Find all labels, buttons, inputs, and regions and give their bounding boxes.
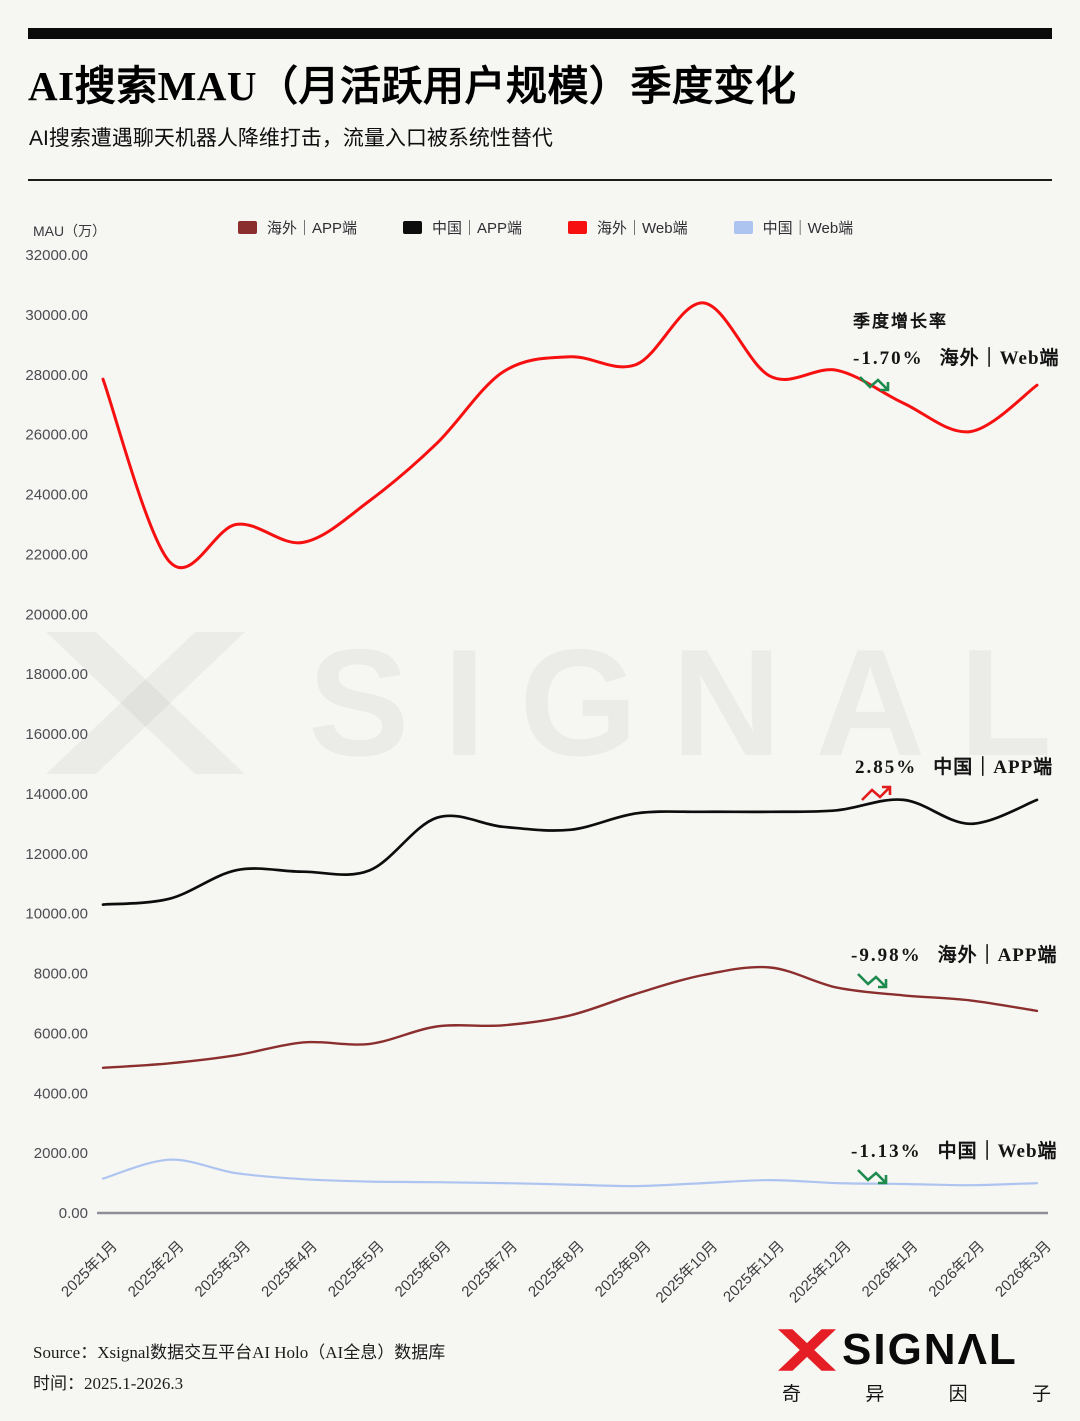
watermark-letter: N xyxy=(671,618,782,788)
logo-brand-text: SIGNΛL xyxy=(842,1325,1018,1374)
logo-sub-char: 异 xyxy=(865,1384,885,1405)
watermark-letter: I xyxy=(443,618,486,788)
x-tick-label: 2025年5月 xyxy=(325,1238,388,1301)
annotation-overseas-web: 季度增长率 -1.70% 海外｜Web端 xyxy=(853,307,1060,395)
x-tick-label: 2026年1月 xyxy=(859,1238,922,1301)
y-tick-label: 22000.00 xyxy=(25,546,88,563)
x-tick-label: 2026年2月 xyxy=(925,1238,988,1301)
series-line-2 xyxy=(101,798,1039,906)
x-tick-label: 2025年3月 xyxy=(192,1238,255,1301)
y-tick-label: 26000.00 xyxy=(25,427,88,444)
logo-row: SIGNΛL xyxy=(778,1328,1055,1372)
annotation-text: -1.13% 中国｜Web端 xyxy=(851,1136,1058,1163)
series-line-1 xyxy=(101,965,1039,1069)
x-tick-label: 2025年6月 xyxy=(392,1238,455,1301)
legend-swatch-icon xyxy=(238,221,257,234)
legend-item-overseas-app: 海外｜APP端 xyxy=(238,217,357,238)
y-tick-label: 16000.00 xyxy=(25,726,88,743)
annotation-text: -9.98% 海外｜APP端 xyxy=(851,940,1058,967)
y-tick-label: 8000.00 xyxy=(34,966,88,983)
y-tick-label: 2000.00 xyxy=(34,1145,88,1162)
series-name: 中国｜APP端 xyxy=(933,757,1054,778)
annotation-heading: 季度增长率 xyxy=(853,312,948,331)
x-logo-icon xyxy=(778,1329,836,1371)
annotation-text: -1.70% 海外｜Web端 xyxy=(853,343,1060,370)
page-subtitle: AI搜索遭遇聊天机器人降维打击，流量入口被系统性替代 xyxy=(29,127,553,150)
y-tick-label: 30000.00 xyxy=(25,307,88,324)
header-divider xyxy=(28,179,1052,181)
legend-item-china-app: 中国｜APP端 xyxy=(403,217,522,238)
x-tick-label: 2025年1月 xyxy=(58,1238,121,1301)
time-range-line: 时间：2025.1-2026.3 xyxy=(33,1373,184,1393)
y-tick-label: 12000.00 xyxy=(25,846,88,863)
series-name: 海外｜Web端 xyxy=(939,348,1060,369)
x-tick-label: 2025年7月 xyxy=(458,1238,521,1301)
y-tick-label: 4000.00 xyxy=(34,1085,88,1102)
trend-arrow-icon xyxy=(861,785,892,801)
legend-label: 海外｜APP端 xyxy=(267,220,358,237)
brand-logo: SIGNΛL 奇 异 因 子 xyxy=(778,1328,1055,1406)
logo-sub-char: 因 xyxy=(948,1384,968,1405)
header-top-bar xyxy=(28,28,1052,39)
page-title: AI搜索MAU（月活跃用户规模）季度变化 xyxy=(28,63,797,109)
growth-value: -9.98% xyxy=(851,945,922,966)
logo-subtext: 奇异因子 xyxy=(778,1379,1055,1406)
y-tick-label: 24000.00 xyxy=(25,487,88,504)
x-tick-label: 2026年3月 xyxy=(992,1238,1055,1301)
growth-value: 2.85% xyxy=(855,757,918,778)
legend-item-china-web: 中国｜Web端 xyxy=(733,217,854,238)
legend-label: 海外｜Web端 xyxy=(597,220,688,237)
growth-value: -1.70% xyxy=(853,348,924,369)
watermark-letter: A xyxy=(815,618,926,788)
footer-source-block: Source：Xsignal数据交互平台AI Holo（AI全息）数据库 时间：… xyxy=(33,1338,445,1399)
x-tick-label: 2025年4月 xyxy=(258,1238,321,1301)
watermark-letter: S xyxy=(308,618,410,788)
x-tick-label: 2025年12月 xyxy=(786,1238,855,1307)
growth-value: -1.13% xyxy=(851,1141,922,1162)
y-tick-label: 10000.00 xyxy=(25,906,88,923)
x-tick-label: 2025年11月 xyxy=(720,1238,788,1306)
legend-label: 中国｜APP端 xyxy=(432,220,523,237)
y-tick-label: 6000.00 xyxy=(34,1025,88,1042)
logo-sub-char: 奇 xyxy=(782,1384,802,1405)
annotation-overseas-app: -9.98% 海外｜APP端 xyxy=(851,940,1058,992)
x-tick-label: 2025年9月 xyxy=(592,1238,655,1301)
y-axis-unit-label: MAU（万） xyxy=(33,223,107,239)
logo-sub-char: 子 xyxy=(1031,1384,1051,1405)
series-name: 海外｜APP端 xyxy=(937,945,1058,966)
trend-arrow-icon xyxy=(857,1169,888,1185)
annotation-text: 2.85% 中国｜APP端 xyxy=(855,752,1053,779)
y-tick-label: 0.00 xyxy=(59,1205,88,1222)
legend-swatch-icon xyxy=(403,221,423,234)
y-tick-label: 32000.00 xyxy=(25,247,88,264)
y-tick-label: 20000.00 xyxy=(25,606,88,623)
x-logo-watermark-icon xyxy=(46,632,245,774)
legend-swatch-icon xyxy=(733,221,753,234)
legend-swatch-icon xyxy=(568,221,588,234)
legend: 海外｜APP端 中国｜APP端 海外｜Web端 中国｜Web端 xyxy=(238,217,853,238)
legend-label: 中国｜Web端 xyxy=(762,220,854,237)
trend-arrow-icon xyxy=(857,973,888,989)
source-line: Source：Xsignal数据交互平台AI Holo（AI全息）数据库 xyxy=(33,1343,446,1362)
x-tick-label: 2025年8月 xyxy=(525,1238,588,1301)
legend-item-overseas-web: 海外｜Web端 xyxy=(568,217,688,238)
y-tick-label: 14000.00 xyxy=(25,786,88,803)
series-name: 中国｜Web端 xyxy=(937,1141,1058,1162)
annotation-china-web: -1.13% 中国｜Web端 xyxy=(851,1136,1058,1188)
watermark-letter: G xyxy=(519,618,638,788)
x-tick-label: 2025年2月 xyxy=(125,1238,188,1301)
trend-arrow-icon xyxy=(859,376,890,392)
watermark-letter: L xyxy=(959,618,1052,788)
y-tick-label: 28000.00 xyxy=(25,367,88,384)
x-tick-label: 2025年10月 xyxy=(653,1238,722,1307)
annotation-china-app: 2.85% 中国｜APP端 xyxy=(855,752,1053,804)
y-tick-label: 18000.00 xyxy=(25,666,88,683)
